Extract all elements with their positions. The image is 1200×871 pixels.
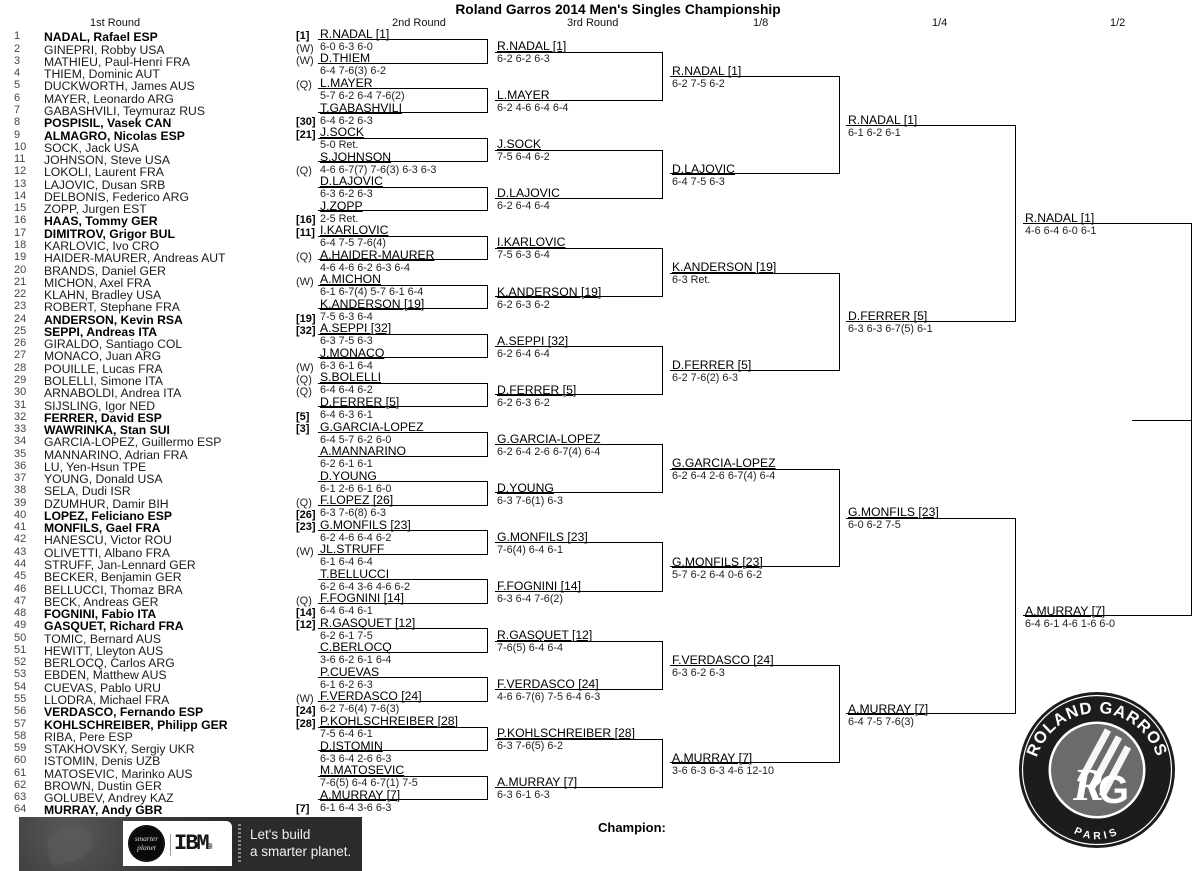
svg-text:G: G	[1098, 768, 1129, 812]
svg-text:planet: planet	[136, 843, 157, 852]
svg-text:smarter: smarter	[135, 834, 158, 843]
